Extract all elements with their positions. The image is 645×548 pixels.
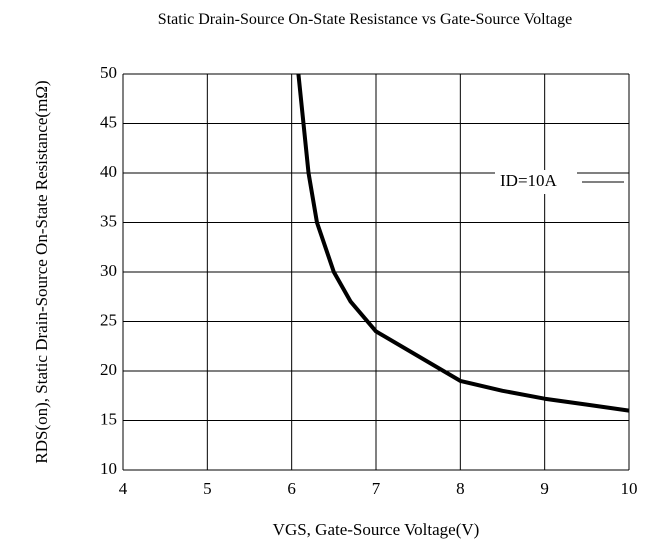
x-axis-label: VGS, Gate-Source Voltage(V)	[272, 520, 480, 539]
y-tick-label: 30	[100, 261, 117, 280]
x-tick-label: 7	[372, 479, 381, 498]
x-tick-label: 9	[540, 479, 549, 498]
y-tick-label: 40	[100, 162, 117, 181]
y-tick-label: 15	[100, 409, 117, 428]
chart-title: Static Drain-Source On-State Resistance …	[157, 11, 573, 28]
legend-label: ID=10A	[500, 171, 558, 190]
y-tick-label: 10	[100, 459, 117, 478]
y-tick-label: 25	[100, 310, 117, 329]
y-tick-label: 20	[100, 360, 117, 379]
data-line	[296, 73, 630, 413]
x-tick-label: 10	[621, 479, 638, 498]
x-tick-label: 6	[287, 479, 296, 498]
y-tick-label: 45	[100, 112, 117, 131]
x-tick-label: 5	[203, 479, 212, 498]
y-tick-label: 50	[100, 63, 117, 82]
y-tick-label: 35	[100, 211, 117, 230]
legend-box	[495, 170, 577, 194]
x-tick-label: 4	[119, 479, 128, 498]
x-tick-label: 8	[456, 479, 465, 498]
